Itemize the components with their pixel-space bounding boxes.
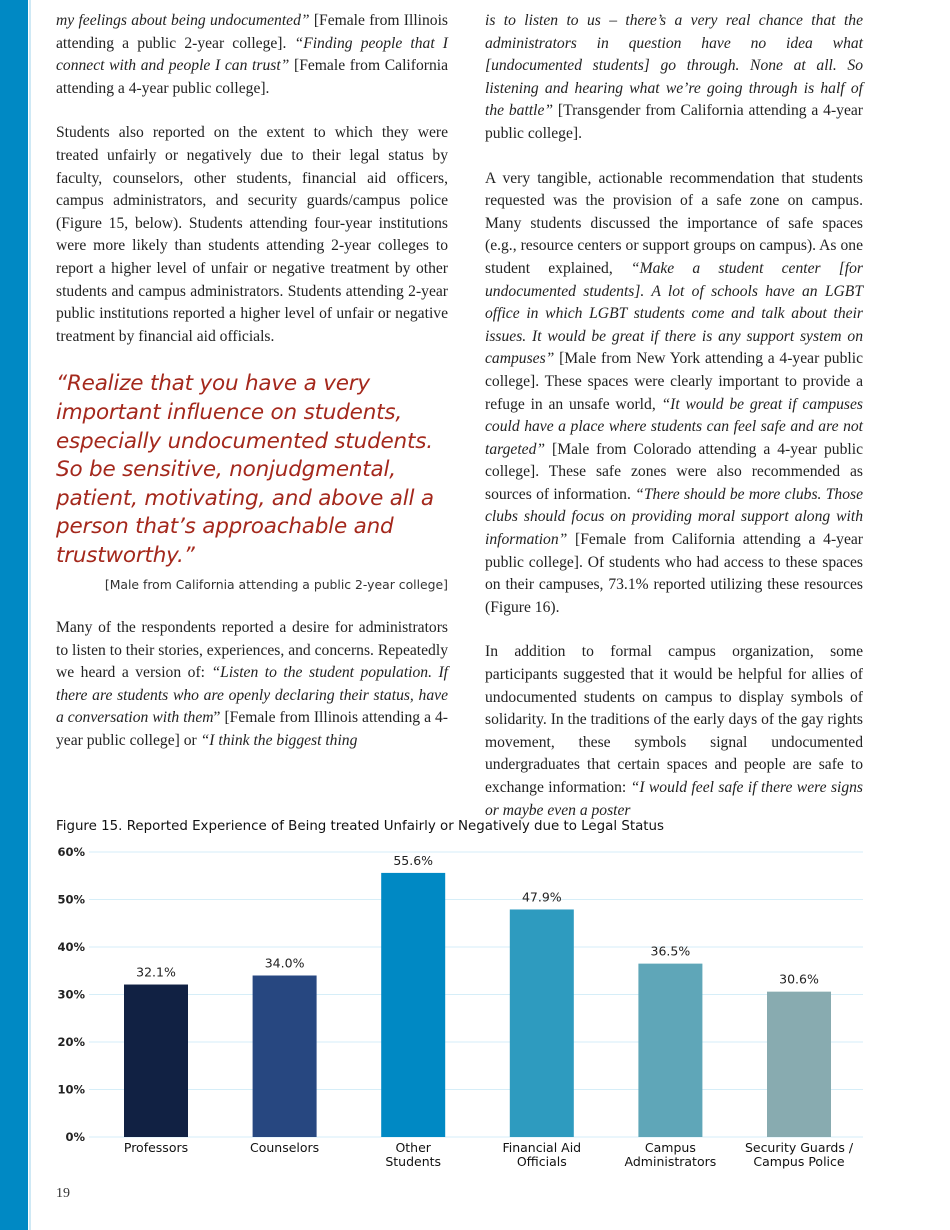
quoted-text: “I would feel safe if there were signs o… xyxy=(485,779,864,819)
y-tick-label: 20% xyxy=(57,1035,85,1049)
sidebar-divider xyxy=(29,0,31,1230)
x-tick-label: Professors xyxy=(124,1140,188,1155)
y-tick-label: 30% xyxy=(57,988,85,1002)
x-tick-label: Campus xyxy=(645,1140,696,1155)
paragraph: is to listen to us – there’s a very real… xyxy=(485,10,863,146)
right-paragraphs: is to listen to us – there’s a very real… xyxy=(485,10,863,822)
bar xyxy=(638,963,703,1137)
bar xyxy=(509,909,574,1137)
quoted-text: “Make a student center [for undocumented… xyxy=(485,259,864,368)
paragraph: In addition to formal campus organizatio… xyxy=(485,641,863,822)
y-tick-label: 10% xyxy=(57,1083,85,1097)
data-label: 34.0% xyxy=(265,956,305,971)
y-tick-label: 60% xyxy=(57,845,85,859)
y-tick-label: 50% xyxy=(57,893,85,907)
data-label: 55.6% xyxy=(393,853,433,868)
body-text: [Female from California attending a 4-ye… xyxy=(56,57,448,97)
body-text: [Male from Colorado attending a 4-year p… xyxy=(485,440,863,503)
body-text: A very tangible, actionable recommendati… xyxy=(485,169,863,277)
x-tick-label: Financial Aid xyxy=(502,1140,581,1155)
x-tick-label: Administrators xyxy=(625,1154,717,1169)
x-tick-label: Students xyxy=(385,1154,441,1169)
quoted-text: “There should be more clubs. Those clubs… xyxy=(485,485,863,549)
right-column: is to listen to us – there’s a very real… xyxy=(485,10,863,844)
body-text: Students also reported on the extent to … xyxy=(56,124,448,345)
quoted-text: “Listen to the student population. If th… xyxy=(56,664,448,727)
body-text: Many of the respondents reported a desir… xyxy=(56,619,448,682)
y-tick-label: 40% xyxy=(57,940,85,954)
pull-quote-attribution: [Male from California attending a public… xyxy=(104,577,448,593)
quoted-text: is to listen to us – there’s a very real… xyxy=(485,12,863,120)
data-label: 36.5% xyxy=(651,944,691,959)
page-sidebar-stripe xyxy=(0,0,28,1230)
x-tick-label: Other xyxy=(395,1140,431,1155)
paragraph: my feelings about being undocumented” [F… xyxy=(56,10,448,100)
body-text: [Female from Illinois attending a public… xyxy=(56,12,448,52)
left-column: my feelings about being undocumented” [F… xyxy=(56,10,448,775)
body-text: [Transgender from California attending a… xyxy=(485,102,863,142)
quoted-text: my feelings about being undocumented” xyxy=(56,12,310,29)
paragraph: Many of the respondents reported a desir… xyxy=(56,617,448,753)
paragraph: Students also reported on the extent to … xyxy=(56,122,448,348)
bar xyxy=(252,975,317,1137)
body-text: [Male from New York attending a 4-year p… xyxy=(485,350,863,413)
data-label: 32.1% xyxy=(136,965,176,980)
body-text: ” [Female from Illinois attending a 4-ye… xyxy=(56,709,448,750)
data-label: 30.6% xyxy=(779,972,819,987)
bar xyxy=(381,872,446,1137)
x-tick-label: Counselors xyxy=(250,1140,319,1155)
quoted-text: “Finding people that I connect with and … xyxy=(56,34,448,75)
figure-title: Figure 15. Reported Experience of Being … xyxy=(56,819,664,834)
quoted-text: “I think the biggest thing xyxy=(200,732,358,750)
left-paragraphs: my feelings about being undocumented” [F… xyxy=(56,10,448,348)
paragraph: A very tangible, actionable recommendati… xyxy=(485,168,863,620)
x-tick-label: Officials xyxy=(517,1154,567,1169)
data-label: 47.9% xyxy=(522,889,562,904)
x-tick-label: Security Guards / xyxy=(745,1140,854,1155)
body-text: In addition to formal campus organizatio… xyxy=(485,643,863,796)
page-number: 19 xyxy=(56,1186,70,1201)
y-tick-label: 0% xyxy=(65,1130,85,1144)
bar xyxy=(124,984,188,1137)
bar xyxy=(767,991,831,1137)
left-paragraphs-after: Many of the respondents reported a desir… xyxy=(56,617,448,753)
pull-quote: “Realize that you have a very important … xyxy=(56,371,434,568)
quoted-text: “It would be great if campuses could hav… xyxy=(485,395,863,458)
body-text: [Female from California attending a 4-ye… xyxy=(485,531,863,616)
x-tick-label: Campus Police xyxy=(753,1154,844,1169)
